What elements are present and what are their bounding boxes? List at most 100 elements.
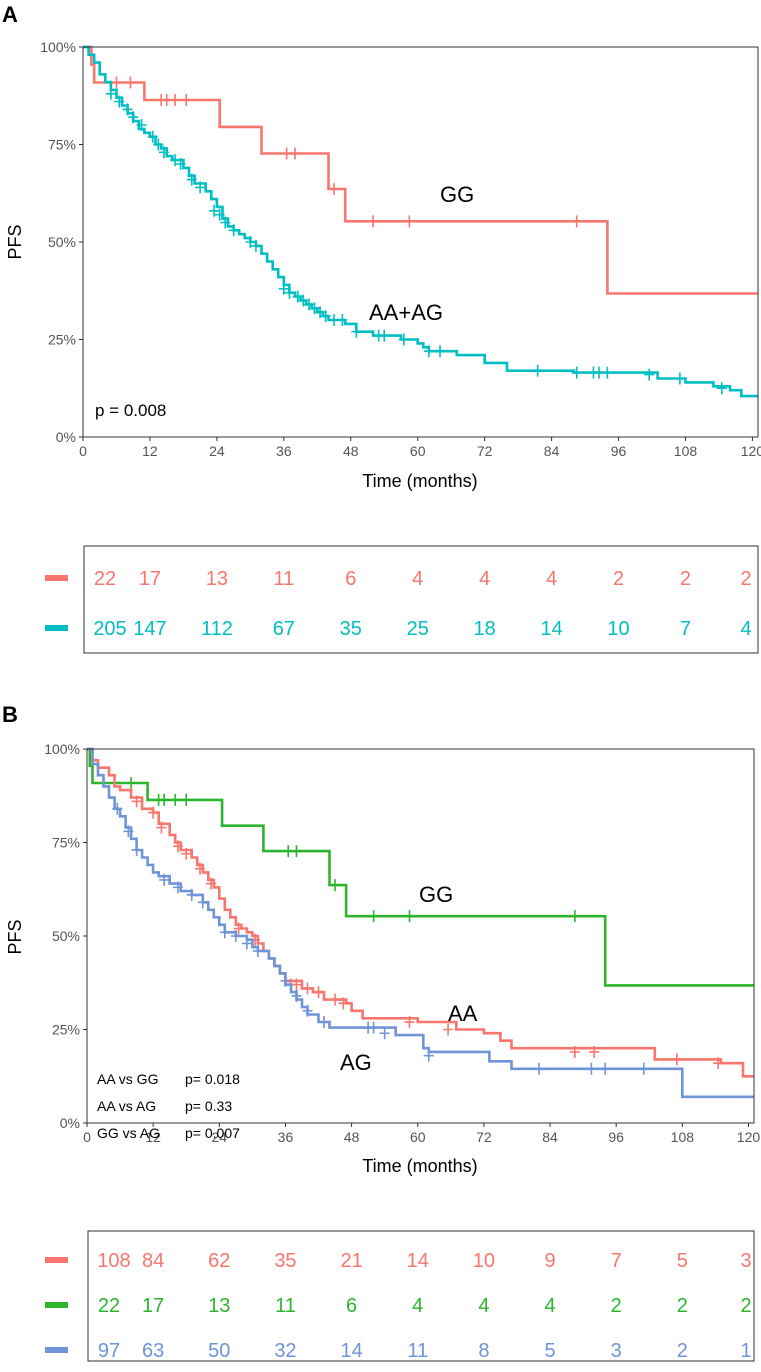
x-tick-label: 108: [674, 443, 698, 459]
x-tick-label: 60: [410, 1129, 426, 1145]
censor-mark: [292, 290, 303, 303]
panel-a-letter: A: [2, 2, 18, 27]
risk-number: 5: [677, 1250, 688, 1272]
censor-mark: [569, 910, 580, 923]
censor-mark: [368, 215, 379, 228]
x-tick-label: 96: [611, 443, 627, 459]
panel-b-curves: [87, 747, 754, 1099]
panel-a-axes: 0 12 24 36 48 60 72 84 96 108 120 0% 25% 50% 75% 100%: [40, 39, 761, 459]
x-tick-label: 84: [542, 1129, 558, 1145]
risk-number: 14: [540, 618, 562, 640]
x-tick-label: 12: [145, 1129, 161, 1145]
censor-mark: [159, 873, 170, 886]
censor-mark: [112, 802, 123, 815]
risk-number: 3: [740, 1250, 751, 1272]
censor-mark: [315, 306, 326, 319]
risk-number: 35: [340, 618, 362, 640]
risk-number: 11: [407, 1340, 428, 1362]
censor-mark: [131, 795, 142, 808]
censor-mark: [284, 286, 295, 299]
censor-mark: [594, 366, 605, 379]
panel-b: B 0 12 24 36 48 60 72 84 96 108 1200%25%50%75%100%…: [2, 702, 760, 1362]
censor-mark: [674, 372, 685, 385]
comparison-label: AA vs AG: [97, 1098, 156, 1114]
censor-mark: [114, 95, 125, 108]
censor-mark: [197, 896, 208, 909]
censor-mark: [638, 1062, 649, 1075]
panel-a-risk-table: [83, 545, 759, 654]
risk-number: 7: [611, 1250, 622, 1272]
censor-mark: [230, 930, 241, 942]
censor-mark: [128, 111, 139, 124]
risk-number: 4: [740, 618, 751, 640]
x-tick-label: 0: [83, 1129, 91, 1145]
panel-a-curves: [83, 45, 758, 398]
risk-number: 25: [407, 618, 429, 640]
censor-mark: [195, 181, 206, 194]
comparison-p: p= 0.018: [185, 1071, 240, 1087]
censor-mark: [602, 366, 613, 379]
censor-mark: [571, 366, 582, 379]
censor-mark: [148, 806, 159, 819]
x-tick-label: 48: [343, 443, 359, 459]
censor-mark: [313, 986, 324, 999]
risk-number: 2: [680, 568, 691, 590]
censor-mark: [170, 154, 181, 167]
risk-number: 4: [412, 1295, 423, 1317]
y-tick-label: 25%: [52, 1022, 80, 1038]
risk-number: 17: [139, 568, 161, 590]
censor-mark: [423, 1049, 434, 1062]
risk-number: 5: [544, 1340, 555, 1362]
censor-mark: [195, 862, 206, 875]
censor-mark: [319, 1016, 330, 1029]
censor-mark: [351, 325, 362, 338]
risk-number: 14: [340, 1340, 362, 1362]
panel-b-p-values: AA vs GG p= 0.018 AA vs AG p= 0.33 GG vs…: [97, 1071, 240, 1141]
censor-mark: [181, 847, 192, 860]
risk-number: 67: [273, 618, 295, 640]
censor-mark: [338, 997, 349, 1010]
x-tick-label: 108: [671, 1129, 695, 1145]
censor-mark: [280, 974, 291, 987]
censor-mark: [435, 345, 446, 358]
censor-mark: [219, 926, 230, 939]
censor-mark: [289, 147, 300, 160]
risk-number: 17: [142, 1295, 164, 1317]
risk-number: 18: [474, 618, 496, 640]
censor-mark: [252, 944, 263, 957]
censor-mark: [329, 182, 340, 195]
censor-mark: [532, 364, 543, 377]
censor-mark: [309, 302, 320, 315]
panel-a-aaag-label: AA+AG: [369, 300, 443, 325]
x-tick-label: 120: [737, 1129, 761, 1145]
censor-mark: [281, 147, 292, 160]
risk-number: 2: [740, 1295, 751, 1317]
censor-mark: [379, 1027, 390, 1040]
censor-mark: [126, 777, 137, 790]
risk-number: 10: [473, 1250, 495, 1272]
risk-number: 7: [680, 618, 691, 640]
censor-mark: [123, 825, 134, 838]
censor-mark: [105, 87, 116, 100]
censor-mark: [153, 138, 164, 151]
series-line-aa: [87, 747, 754, 1078]
risk-number: 11: [273, 568, 294, 590]
censor-mark: [220, 216, 231, 229]
censor-mark: [713, 1057, 724, 1070]
censor-mark: [330, 879, 341, 892]
censor-mark: [186, 173, 197, 186]
risk-number: 14: [407, 1250, 429, 1272]
risk-number: 4: [479, 568, 490, 590]
censor-mark: [303, 298, 314, 311]
censor-mark: [228, 224, 239, 237]
censor-mark: [291, 989, 302, 1002]
y-tick-label: 100%: [44, 741, 80, 757]
censor-mark: [122, 103, 133, 116]
risk-number: 6: [345, 568, 356, 590]
risk-number: 21: [340, 1250, 362, 1272]
censor-mark: [534, 1062, 545, 1075]
risk-number: 50: [208, 1340, 230, 1362]
censor-mark: [291, 845, 302, 858]
y-tick-label: 25%: [48, 332, 76, 348]
y-tick-label: 100%: [40, 39, 76, 55]
